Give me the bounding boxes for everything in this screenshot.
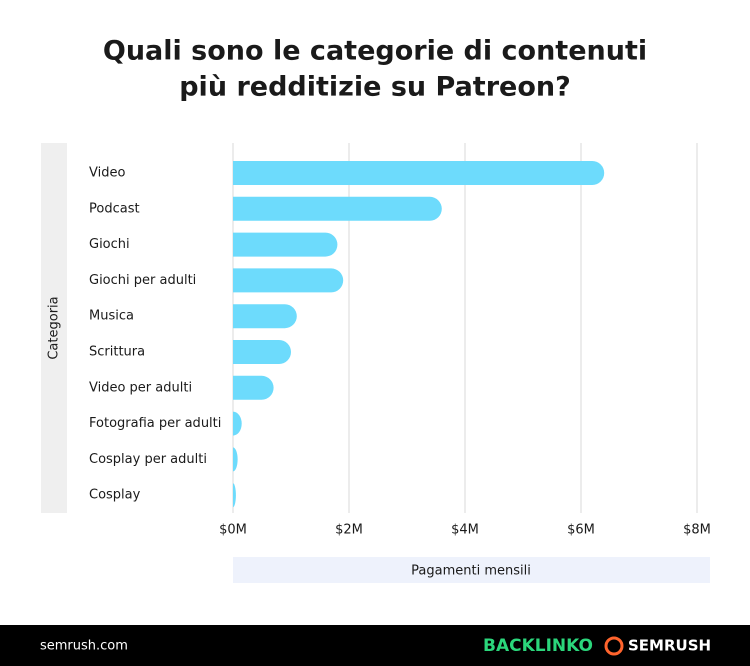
- y-tick-label: Fotografia per adulti: [89, 416, 221, 431]
- x-tick-label: $8M: [683, 523, 711, 538]
- bar: [233, 268, 344, 293]
- x-label-band: [233, 557, 710, 583]
- chart-title: Quali sono le categorie di contenuti: [103, 36, 647, 67]
- x-tick-label: $4M: [451, 523, 479, 538]
- bar: [233, 340, 291, 364]
- bar: [233, 447, 238, 472]
- y-tick-label: Scrittura: [89, 345, 145, 360]
- bar: [233, 483, 236, 508]
- y-tick-label: Cosplay per adulti: [89, 452, 207, 467]
- bar: [233, 232, 338, 257]
- y-tick-label: Cosplay: [89, 488, 141, 503]
- footer-logo: BACKLINKO: [483, 636, 593, 656]
- footer-logo: SEMRUSH: [628, 637, 711, 655]
- x-axis-label: Pagamenti mensili: [411, 564, 531, 579]
- y-tick-label: Video: [89, 166, 125, 181]
- bar: [233, 196, 442, 221]
- chart-title: più redditizie su Patreon?: [179, 72, 571, 103]
- y-label-band: [41, 143, 67, 513]
- y-tick-label: Giochi: [89, 237, 130, 252]
- bar: [233, 161, 605, 185]
- footer: [0, 625, 750, 666]
- x-tick-label: $0M: [219, 523, 247, 538]
- bar: [233, 375, 274, 400]
- y-tick-label: Giochi per adulti: [89, 273, 196, 288]
- y-tick-label: Video per adulti: [89, 380, 192, 395]
- x-tick-label: $2M: [335, 523, 363, 538]
- semrush-icon: [604, 636, 624, 656]
- y-axis-label: Categoria: [47, 296, 62, 359]
- y-tick-label: Musica: [89, 309, 134, 324]
- footer-site: semrush.com: [40, 639, 128, 654]
- bar: [233, 411, 242, 436]
- x-tick-label: $6M: [567, 523, 595, 538]
- bar: [233, 304, 297, 329]
- y-tick-label: Podcast: [89, 201, 140, 216]
